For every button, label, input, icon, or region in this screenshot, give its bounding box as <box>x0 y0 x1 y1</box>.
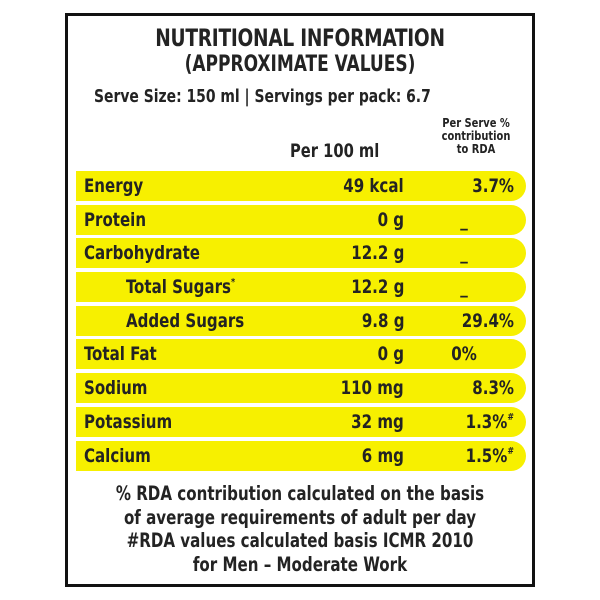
nutrient-name-text: Total Fat <box>84 343 157 366</box>
nutrient-rda-text: _ <box>460 208 468 231</box>
column-header-rda: Per Serve % contribution to RDA <box>432 116 520 155</box>
rda-header-line: contribution <box>441 128 511 143</box>
nutrient-row: Sodium 110 mg 8.3% <box>76 373 526 404</box>
nutrient-rda: 1.3%# <box>426 407 514 438</box>
nutrient-amount: 6 mg <box>361 444 404 467</box>
nutrient-row: Protein 0 g _ <box>76 204 526 236</box>
footnote-line: % RDA contribution calculated on the bas… <box>115 482 485 505</box>
nutrient-rda: 0% <box>420 339 508 370</box>
footnote-mark: # <box>507 411 514 423</box>
nutrient-name: Calcium <box>84 441 151 472</box>
nutrient-rda: 8.3% <box>426 373 514 404</box>
nutrient-row: Energy 49 kcal 3.7% <box>76 171 526 201</box>
nutrient-rda: 3.7% <box>426 171 514 202</box>
nutrient-rda: _ <box>420 238 508 269</box>
label-subtitle: (APPROXIMATE VALUES) <box>184 52 416 77</box>
rda-header-line: Per Serve % <box>442 115 510 130</box>
footnote-line: for Men – Moderate Work <box>192 552 408 576</box>
nutrient-name-text: Protein <box>84 208 147 231</box>
nutrient-name-text: Carbohydrate <box>84 242 200 265</box>
column-header-per-100ml: Per 100 ml <box>290 140 380 162</box>
nutrient-name: Energy <box>84 171 143 202</box>
nutrient-amount: 32 mg <box>351 410 404 433</box>
footnote-mark: # <box>507 445 514 457</box>
nutrient-name: Added Sugars <box>126 306 244 337</box>
nutrient-rda-text: _ <box>460 276 468 299</box>
nutrient-rda-text: 29.4% <box>461 309 514 332</box>
nutrient-rda: _ <box>420 205 508 236</box>
nutrient-amount: 0 g <box>377 208 404 231</box>
nutrient-row: Total Sugars* 12.2 g _ <box>76 272 526 303</box>
serve-info: Serve Size: 150 ml | Servings per pack: … <box>94 86 431 107</box>
nutrient-row: Added Sugars 9.8 g 29.4% <box>76 305 526 337</box>
nutrient-rda: 29.4% <box>426 306 514 337</box>
nutrient-amount: 12.2 g <box>350 242 404 265</box>
footnote-line: of average requirements of adult per day <box>123 505 477 529</box>
nutrient-row: Potassium 32 mg 1.3%# <box>76 406 526 438</box>
nutrient-amount: 0 g <box>377 343 404 366</box>
nutrient-name: Sodium <box>84 373 147 404</box>
nutrient-name: Carbohydrate <box>84 238 200 269</box>
nutrient-name-text: Total Sugars <box>126 276 231 299</box>
nutrient-name-text: Potassium <box>84 410 173 433</box>
footnote-mark: * <box>230 277 236 289</box>
label-title: NUTRITIONAL INFORMATION <box>155 24 445 52</box>
nutrient-name: Total Fat <box>84 339 157 370</box>
nutrient-rda-text: 1.3% <box>465 410 508 433</box>
nutrient-rda: 1.5%# <box>426 441 514 472</box>
nutrient-rda-text: 1.5% <box>465 444 508 467</box>
nutrient-name-text: Calcium <box>84 444 151 467</box>
nutrient-row: Carbohydrate 12.2 g _ <box>76 238 526 269</box>
nutrient-name-text: Added Sugars <box>126 309 245 332</box>
footnote-line: #RDA values calculated basis ICMR 2010 <box>126 529 474 552</box>
nutrition-label: NUTRITIONAL INFORMATION (APPROXIMATE VAL… <box>65 13 535 587</box>
nutrient-rda-text: 8.3% <box>472 377 514 400</box>
nutrient-name: Potassium <box>84 407 172 438</box>
footnote: % RDA contribution calculated on the bas… <box>100 482 499 576</box>
nutrient-row: Calcium 6 mg 1.5%# <box>76 440 526 472</box>
nutrient-amount: 9.8 g <box>361 309 404 332</box>
nutrient-rda-text: 3.7% <box>472 175 514 197</box>
nutrient-rda: _ <box>420 272 508 303</box>
nutrient-table: Energy 49 kcal 3.7% Protein 0 g _ Carbohydrate… <box>76 171 526 474</box>
nutrient-name: Total Sugars* <box>126 272 235 303</box>
rda-header-line: to RDA <box>456 141 496 156</box>
nutrient-amount: 49 kcal <box>343 175 404 197</box>
nutrient-name-text: Sodium <box>84 377 148 400</box>
nutrient-name: Protein <box>84 205 146 236</box>
nutrient-name-text: Energy <box>84 175 144 197</box>
nutrient-amount: 12.2 g <box>350 276 404 299</box>
nutrient-amount: 110 mg <box>340 377 404 400</box>
nutrient-row: Total Fat 0 g 0% <box>76 339 526 370</box>
nutrient-rda-text: _ <box>460 242 468 265</box>
nutrient-rda-text: 0% <box>451 343 477 366</box>
